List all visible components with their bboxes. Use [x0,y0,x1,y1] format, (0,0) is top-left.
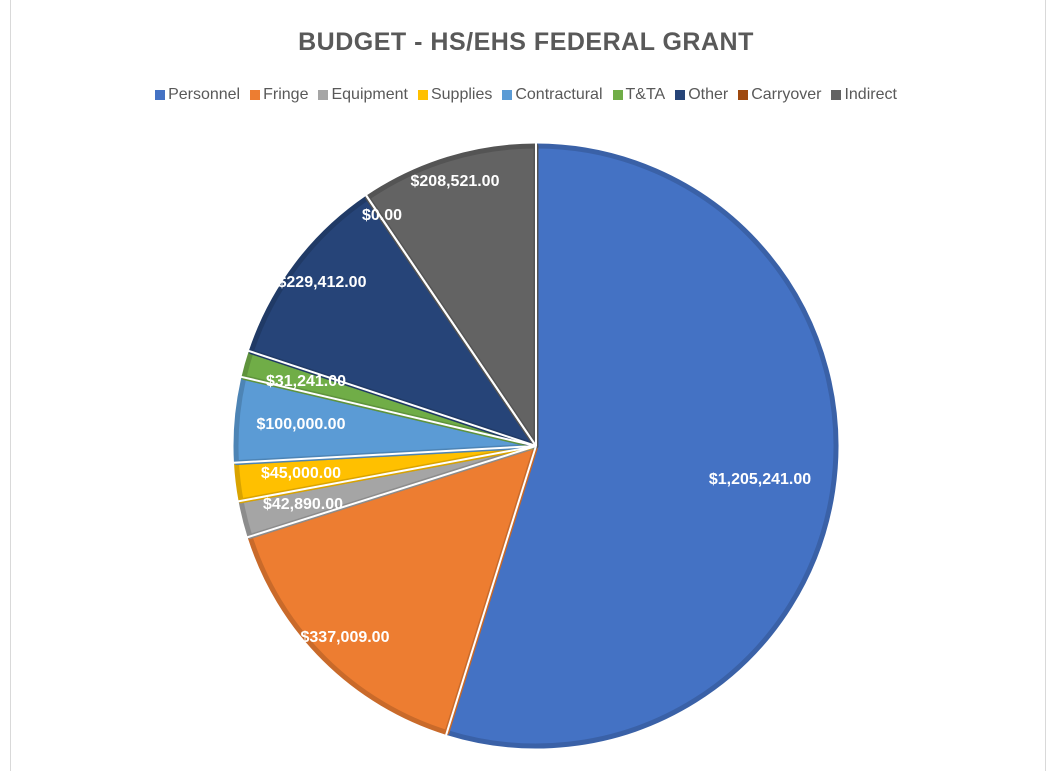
data-label-supplies: $45,000.00 [261,465,341,482]
legend-item-indirect: Indirect [831,86,897,104]
chart-legend: Personnel Fringe Equipment Supplies Contract… [0,86,1052,104]
legend-item-equipment: Equipment [318,86,408,104]
slice-separator [248,349,537,447]
pie-slice-indirect [365,143,539,449]
legend-swatch-carryover [738,90,749,100]
slice-separator [240,375,537,447]
pie-slice-other [248,195,539,449]
legend-item-carryover: Carryover [738,86,821,104]
legend-swatch-contractural [502,90,513,100]
legend-label-other: Other [688,86,729,103]
legend-swatch-equipment [318,90,329,100]
legend-swatch-personnel [155,90,166,100]
chart-title: BUDGET - HS/EHS FEDERAL GRANT [298,28,754,56]
data-label-contractural: $100,000.00 [257,416,346,433]
legend-label-carryover: Carryover [751,86,822,103]
legend-label-contractural: Contractural [515,86,603,103]
slice-separator [365,194,537,447]
data-label-other: $229,412.00 [278,274,367,291]
slice-separator [233,445,537,464]
legend-label-fringe: Fringe [263,86,309,103]
legend-item-other: Other [675,86,728,104]
data-label-fringe: $337,009.00 [301,629,390,646]
pie-slice-personnel [444,143,839,749]
legend-label-indirect: Indirect [844,86,897,103]
slice-separator [237,445,537,503]
legend-swatch-supplies [417,90,428,100]
legend-swatch-fringe [250,90,261,100]
data-label-equipment: $42,890.00 [263,496,343,513]
legend-label-equipment: Equipment [331,86,408,103]
slice-separator [246,445,537,539]
slice-separator [445,445,537,736]
legend-swatch-indirect [831,90,842,100]
legend-label-supplies: Supplies [430,86,493,103]
legend-label-personnel: Personnel [168,86,241,103]
legend-swatch-t-ta [612,90,623,100]
legend-item-fringe: Fringe [250,86,308,104]
legend-swatch-other [675,90,686,100]
data-label-carryover: $0.00 [362,207,402,224]
data-label-indirect: $208,521.00 [411,173,500,190]
data-label-t-ta: $31,241.00 [266,373,346,390]
legend-label-t-ta: T&TA [625,86,666,103]
legend-item-contractural: Contractural [502,86,603,104]
legend-item-t-ta: T&TA [612,86,666,104]
pie-slice-fringe [247,443,539,735]
legend-item-supplies: Supplies [417,86,493,104]
legend-item-personnel: Personnel [155,86,240,104]
data-label-personnel: $1,205,241.00 [709,471,811,488]
